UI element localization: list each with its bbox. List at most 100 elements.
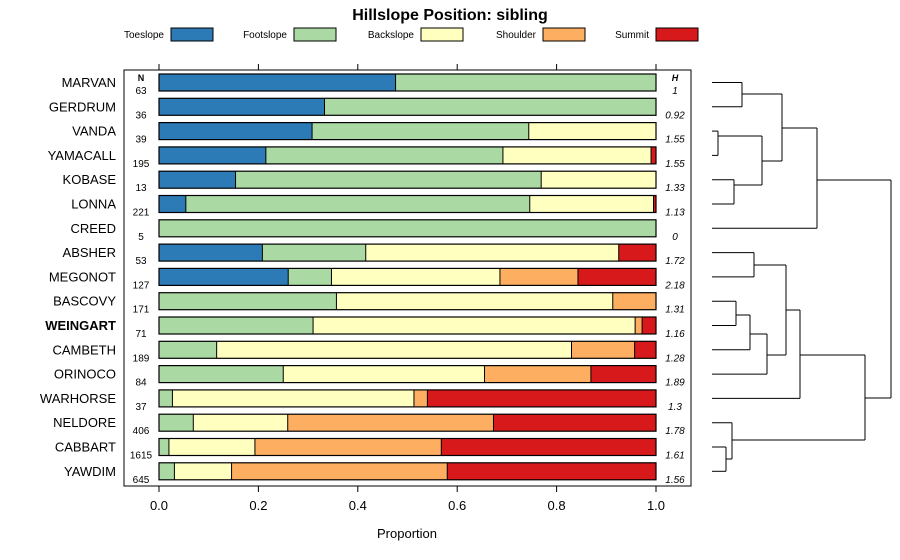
bar-segment-backslope (331, 268, 500, 286)
row-label: CAMBETH (52, 342, 116, 357)
bar-segment-summit (651, 146, 656, 164)
bar-outline (158, 462, 657, 481)
bar-segment-backslope (216, 341, 572, 359)
bar-segment-footslope (159, 462, 175, 480)
n-header: N (138, 73, 145, 83)
bar-segment-backslope (336, 292, 613, 310)
n-value: 1615 (130, 451, 153, 462)
bar-segment-backslope (528, 122, 656, 140)
bar-segment-toeslope (159, 171, 236, 189)
bar-segment-toeslope (159, 98, 325, 116)
bar-outline (158, 267, 657, 286)
x-axis: 0.0 0.2 0.4 0.6 0.8 1.0 (150, 64, 665, 513)
bar-segment-footslope (185, 195, 530, 213)
bar-segment-shoulder (484, 365, 591, 383)
bar-row-yawdim (158, 462, 657, 481)
bar-outline (158, 437, 657, 457)
bar-segment-footslope (235, 171, 542, 189)
bar-segment-backslope (174, 462, 232, 480)
h-value: 1.55 (665, 159, 685, 170)
bar-segment-backslope (365, 244, 619, 262)
n-value: 39 (135, 135, 147, 146)
h-value: 1.56 (665, 475, 685, 486)
bar-row-megonot (158, 267, 657, 286)
bar-segment-summit (618, 244, 656, 262)
bar-segment-summit (447, 462, 656, 480)
h-value: 1 (672, 86, 678, 97)
bar-segment-backslope (172, 389, 414, 407)
bar-outline (158, 219, 657, 238)
bar-outline (158, 389, 657, 408)
bar-segment-toeslope (159, 195, 186, 213)
bar-row-warhorse (158, 389, 657, 408)
bar-segment-footslope (288, 268, 332, 286)
bar-outline (158, 194, 657, 214)
bar-outline (158, 146, 657, 165)
row-label: ABSHER (63, 245, 116, 260)
bar-row-cabbart (158, 437, 657, 457)
bar-row-bascovy (158, 292, 657, 311)
x-tick-label: 1.0 (647, 498, 665, 513)
bar-row-marvan (158, 73, 657, 92)
legend-label-footslope: Footslope (243, 30, 287, 41)
n-value: 221 (133, 208, 150, 219)
row-label: BASCOVY (53, 294, 116, 309)
bar-segment-backslope (502, 146, 652, 164)
n-value: 645 (133, 475, 150, 486)
bar-outline (158, 292, 657, 311)
row-label: WEINGART (45, 318, 116, 333)
n-value: 127 (133, 280, 150, 291)
bar-segment-backslope (541, 171, 656, 189)
bar-outline (158, 97, 657, 116)
x-tick-label: 0.0 (150, 498, 168, 513)
n-value: 189 (133, 353, 150, 364)
bar-segment-footslope (159, 292, 337, 310)
bar-segment-shoulder (499, 268, 578, 286)
x-tick-label: 0.4 (349, 498, 367, 513)
bar-segment-summit (590, 365, 656, 383)
bar-outline (158, 316, 657, 335)
bar-segment-toeslope (159, 244, 263, 262)
bar-segment-footslope (159, 389, 173, 407)
row-label: YAWDIM (64, 464, 116, 479)
bar-segment-shoulder (254, 438, 442, 456)
legend-label-shoulder: Shoulder (496, 30, 537, 41)
legend-label-toeslope: Toeslope (124, 30, 164, 41)
bar-segment-shoulder (231, 462, 448, 480)
n-value: 84 (135, 378, 147, 389)
x-axis-label: Proportion (377, 526, 437, 541)
bar-outline (158, 73, 657, 92)
legend-swatch-shoulder (542, 27, 586, 42)
bar-segment-backslope (193, 414, 288, 432)
h-column: H 1 0.92 1.55 1.55 1.33 1.13 0 1.72 2.18 1.31 1.16 1… (664, 73, 685, 486)
bar-segment-summit (493, 414, 656, 432)
bar-outline (158, 121, 657, 141)
bar-segment-footslope (324, 98, 656, 116)
n-value: 13 (135, 183, 147, 194)
h-value: 0 (672, 232, 678, 243)
bar-outline (158, 365, 657, 384)
h-value: 1.16 (665, 329, 685, 340)
bar-segment-backslope (529, 195, 654, 213)
bar-segment-footslope (159, 317, 314, 334)
plot-panel (123, 69, 692, 487)
x-tick-label: 0.8 (548, 498, 566, 513)
chart-title: Hillslope Position: sibling (352, 7, 548, 24)
bar-row-orinoco (158, 365, 657, 384)
legend-swatch-summit (655, 27, 699, 42)
row-label: VANDA (72, 124, 116, 139)
bar-segment-backslope (283, 365, 485, 383)
bar-segment-summit (577, 268, 656, 286)
bar-row-lonna (158, 194, 657, 214)
bar-segment-shoulder (571, 341, 635, 359)
row-label: WARHORSE (40, 391, 116, 406)
bar-segment-toeslope (159, 268, 289, 286)
row-label: YAMACALL (48, 148, 116, 163)
bar-segment-footslope (159, 438, 169, 456)
bar-segment-toeslope (159, 74, 396, 91)
row-label: GERDRUM (49, 99, 116, 114)
row-label: MARVAN (62, 75, 116, 90)
bar-segment-summit (642, 317, 656, 334)
n-value: 406 (133, 426, 150, 437)
